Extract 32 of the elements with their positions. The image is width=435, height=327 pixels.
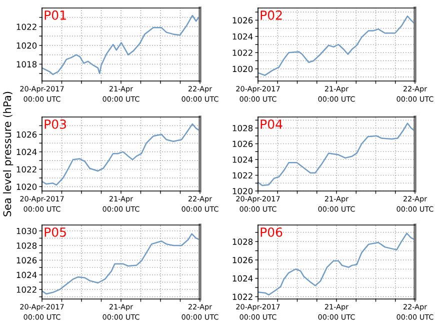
y-tick-label: 1024 <box>16 148 37 156</box>
y-tick-label: 1020 <box>16 42 37 49</box>
y-tick-label: 1024 <box>232 275 253 282</box>
y-tick-label: 1020 <box>16 184 37 190</box>
y-tick-label: 1026 <box>232 17 253 24</box>
y-tick-label: 1022 <box>232 50 252 56</box>
y-tick-label: 1024 <box>16 272 37 278</box>
y-tick-label: 1022 <box>16 286 36 293</box>
y-tick-label: 1026 <box>16 131 37 138</box>
y-tick-label: 1028 <box>16 242 37 249</box>
y-tick-label: 1022 <box>232 294 252 300</box>
y-tick-label: 1022 <box>232 172 252 179</box>
y-tick-label: 1026 <box>232 256 253 264</box>
y-axis-title: Sea level pressure (hPa) <box>3 92 14 216</box>
y-tick-label: 1030 <box>16 228 37 234</box>
y-tick-label: 1020 <box>232 188 253 194</box>
y-tick-label: 1020 <box>232 66 253 72</box>
chart-title: P03 <box>44 119 66 129</box>
y-tick-label: 1028 <box>232 238 253 245</box>
y-tick-label: 1026 <box>232 140 253 148</box>
chart-title: P02 <box>260 10 282 20</box>
chart-title: P01 <box>44 10 66 20</box>
chart-title: P04 <box>260 119 282 129</box>
y-tick-label: 1018 <box>16 61 37 68</box>
y-tick-label: 1028 <box>232 125 253 132</box>
chart-title: P06 <box>260 227 282 237</box>
y-tick-label: 1026 <box>16 257 37 264</box>
y-tick-label: 1022 <box>16 24 36 30</box>
y-tick-label: 1024 <box>232 33 253 40</box>
chart-title: P05 <box>44 227 66 237</box>
y-tick-label: 1024 <box>232 156 253 163</box>
y-tick-label: 1022 <box>16 166 36 173</box>
